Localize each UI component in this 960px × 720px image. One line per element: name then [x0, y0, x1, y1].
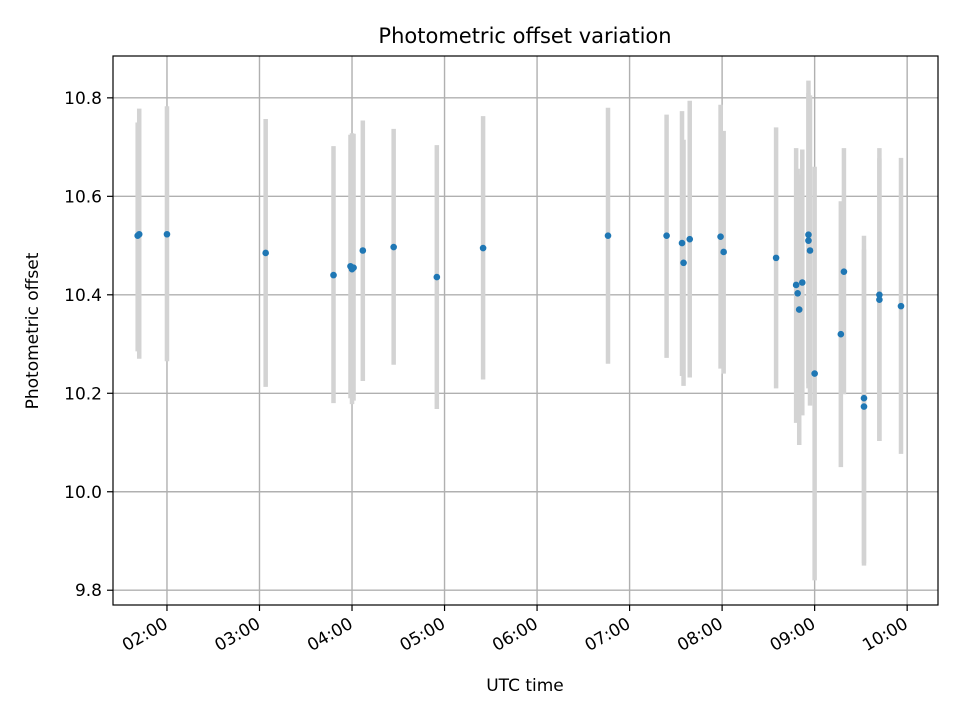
x-tick-label: 10:00	[859, 614, 911, 656]
data-point	[262, 249, 269, 257]
data-point	[680, 259, 687, 267]
data-point	[798, 279, 806, 286]
data-point	[792, 281, 800, 289]
y-tick-label: 10.6	[64, 187, 102, 207]
data-point	[860, 394, 868, 402]
data-point	[794, 290, 801, 297]
data-point	[897, 302, 905, 310]
error-bars	[135, 80, 904, 581]
data-point	[135, 230, 143, 238]
chart-title: Photometric offset variation	[378, 24, 671, 48]
data-point	[805, 237, 812, 244]
y-tick-label: 10.0	[64, 483, 102, 503]
plot-frame	[112, 55, 939, 606]
y-tick-label: 10.2	[64, 384, 102, 404]
x-tick-label: 05:00	[397, 614, 449, 656]
data-point	[805, 231, 812, 239]
data-point	[678, 239, 686, 247]
x-tick-label: 08:00	[674, 614, 726, 656]
x-tick-label: 06:00	[489, 614, 541, 656]
data-point	[686, 235, 694, 243]
data-point	[350, 264, 357, 272]
data-point	[837, 330, 845, 338]
data-point	[433, 273, 441, 281]
data-point	[795, 306, 803, 313]
data-point	[604, 232, 612, 240]
data-point	[876, 291, 883, 299]
data-point	[876, 296, 883, 304]
data-point	[717, 233, 724, 241]
data-point	[772, 254, 780, 262]
data-point	[663, 232, 670, 240]
y-tick-label: 10.8	[64, 89, 102, 109]
data-point	[840, 268, 848, 275]
data-point	[330, 271, 337, 279]
y-tick-label: 9.8	[75, 581, 102, 601]
x-tick-label: 09:00	[767, 614, 819, 656]
x-tick-label: 03:00	[212, 614, 264, 656]
ticks: 02:00 03:00 04:00 05:00 06:00 07:00 08:00 09:00…	[64, 89, 912, 656]
data-point	[479, 244, 487, 252]
x-axis-label: UTC time	[486, 676, 564, 696]
data-point	[806, 247, 814, 254]
data-points	[134, 230, 905, 410]
x-tick-label: 04:00	[304, 614, 356, 656]
data-point	[811, 370, 818, 377]
data-point	[359, 247, 367, 254]
data-point	[720, 248, 727, 256]
data-point	[390, 243, 397, 251]
x-tick-label: 02:00	[119, 614, 171, 656]
data-point	[163, 230, 171, 238]
y-axis-label: Photometric offset	[23, 252, 43, 409]
x-tick-label: 07:00	[582, 614, 634, 656]
data-point	[860, 403, 868, 410]
y-tick-label: 10.4	[64, 286, 102, 306]
